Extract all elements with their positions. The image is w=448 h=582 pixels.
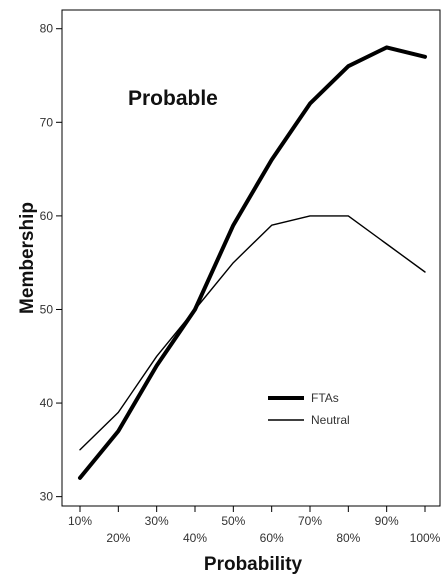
x-tick-label: 50% (221, 514, 245, 528)
y-tick-label: 40 (40, 396, 54, 410)
plot-frame (61, 9, 441, 507)
legend: FTAs Neutral (268, 391, 350, 427)
y-axis: 30 40 50 60 70 80 (40, 22, 62, 504)
x-tick-label: 80% (336, 531, 360, 545)
x-axis: 10% 20% 30% 40% 50% 60% 70% 80% 90% 100% (68, 506, 441, 545)
x-axis-title: Probability (204, 554, 303, 575)
x-tick-label: 70% (298, 514, 322, 528)
x-tick-label: 10% (68, 514, 92, 528)
x-tick-label: 40% (183, 531, 207, 545)
series-line-ftas (78, 45, 427, 480)
x-tick-label: 20% (106, 531, 130, 545)
series-line-neutral (79, 215, 426, 451)
x-tick-label: 60% (260, 531, 284, 545)
legend-label-ftas: FTAs (311, 391, 339, 405)
legend-label-neutral: Neutral (311, 413, 350, 427)
y-tick-label: 60 (40, 209, 54, 223)
chart-annotation: Probable (128, 87, 218, 110)
y-axis-title: Membership (17, 202, 38, 314)
series-layer (78, 45, 427, 480)
y-tick-label: 70 (40, 115, 54, 129)
y-tick-label: 50 (40, 302, 54, 316)
y-tick-label: 30 (40, 490, 54, 504)
x-tick-label: 90% (375, 514, 399, 528)
x-tick-label: 30% (145, 514, 169, 528)
y-tick-label: 80 (40, 22, 54, 36)
x-tick-label: 100% (410, 531, 441, 545)
